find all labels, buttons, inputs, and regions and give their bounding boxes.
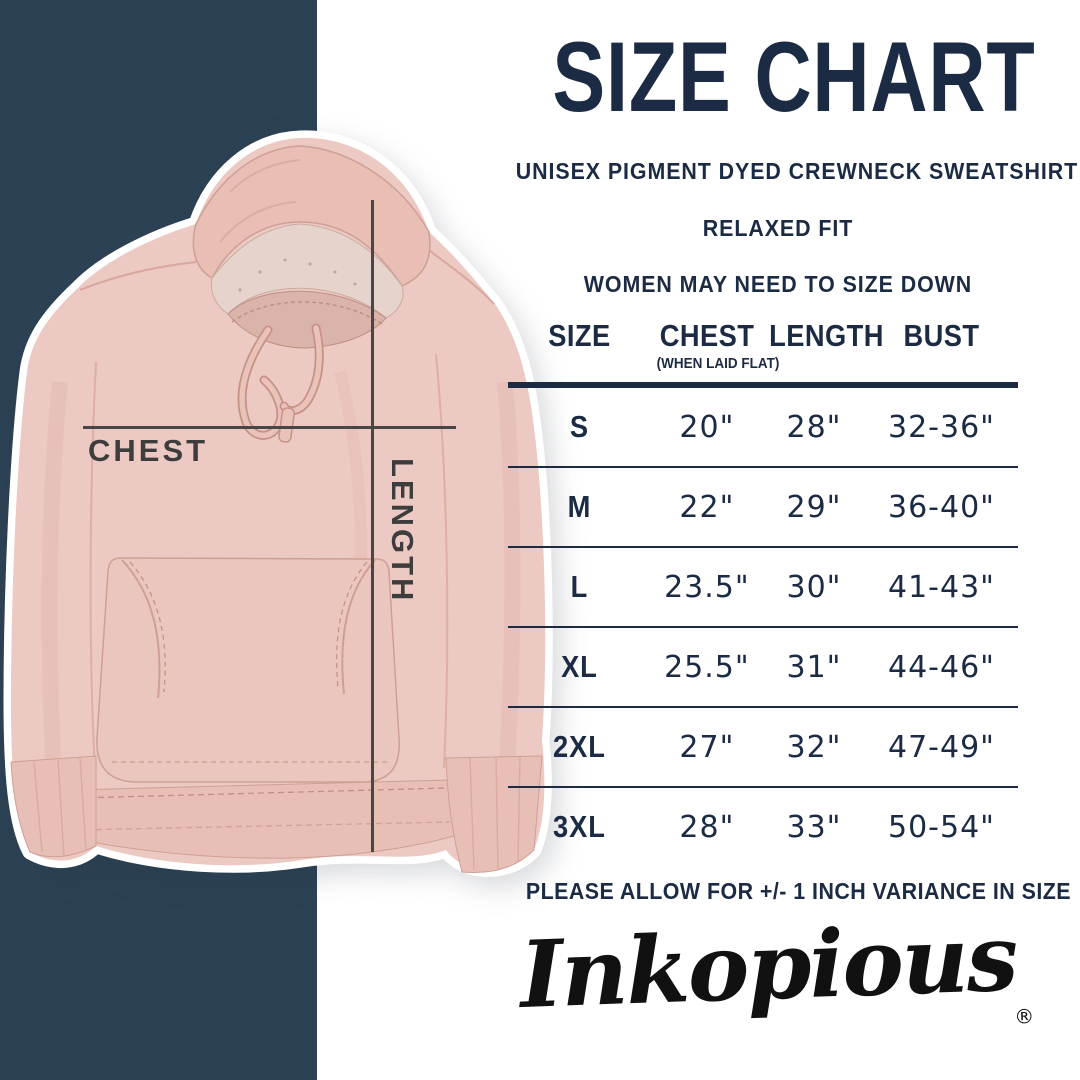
table-row: L 23.5" 30" 41-43" bbox=[508, 546, 1018, 626]
cell-bust: 41-43" bbox=[887, 569, 995, 605]
cell-bust: 50-54" bbox=[887, 809, 995, 845]
subtitle-product: UNISEX PIGMENT DYED CREWNECK SWEATSHIRT bbox=[515, 158, 1079, 184]
left-sleeve-shading bbox=[41, 381, 68, 803]
page-title: SIZE CHART bbox=[552, 21, 1036, 132]
cell-size: S bbox=[569, 409, 589, 444]
left-sleeve-seam bbox=[89, 361, 97, 771]
header-block: SIZE CHART UNISEX PIGMENT DYED CREWNECK … bbox=[496, 0, 1079, 298]
chest-label: CHEST bbox=[88, 433, 209, 468]
table-row: S 20" 28" 32-36" bbox=[508, 388, 1018, 466]
table-row: 2XL 27" 32" 47-49" bbox=[508, 706, 1018, 786]
table-row: M 22" 29" 36-40" bbox=[508, 466, 1018, 546]
pocket-stitch-left bbox=[129, 561, 166, 693]
left-cuff bbox=[10, 755, 97, 858]
cell-chest: 28" bbox=[679, 809, 735, 845]
cell-size: 3XL bbox=[553, 809, 606, 844]
registered-trademark-icon: ® bbox=[1013, 1004, 1035, 1029]
hem-stitching bbox=[75, 821, 451, 831]
cell-bust: 32-36" bbox=[887, 409, 995, 445]
cell-length: 30" bbox=[786, 569, 842, 605]
cell-chest: 25.5" bbox=[664, 649, 750, 685]
cell-length: 29" bbox=[786, 489, 842, 525]
drawstrings bbox=[237, 323, 324, 443]
size-table: SIZE CHEST (WHEN LAID FLAT) LENGTH BUST … bbox=[508, 318, 1072, 905]
cell-length: 32" bbox=[786, 729, 842, 765]
right-cuff-ribbing bbox=[469, 756, 521, 871]
collar-stitching bbox=[231, 301, 383, 325]
cell-length: 33" bbox=[786, 809, 842, 845]
left-shoulder-seam bbox=[79, 261, 197, 291]
brand-logo-row: Inkopious® bbox=[496, 904, 1060, 1029]
header-label-chest: CHEST bbox=[659, 318, 755, 353]
hoodie-photo bbox=[0, 122, 556, 884]
left-cuff-ribbing bbox=[33, 757, 87, 857]
length-label: LENGTH bbox=[385, 458, 420, 604]
chest-measure-line bbox=[83, 426, 456, 429]
header-label-size: SIZE bbox=[548, 318, 611, 353]
hoodie-illustration bbox=[3, 130, 553, 877]
subtitle-fit: RELAXED FIT bbox=[702, 215, 854, 241]
hem-stitching bbox=[77, 787, 449, 799]
kangaroo-pocket bbox=[96, 557, 400, 783]
hem-band bbox=[69, 779, 455, 859]
cell-chest: 22" bbox=[679, 489, 735, 525]
hood-fold bbox=[219, 201, 297, 243]
table-row: XL 25.5" 31" 44-46" bbox=[508, 626, 1018, 706]
hood-fold bbox=[229, 159, 301, 193]
table-row: 3XL 28" 33" 50-54" bbox=[508, 786, 1018, 866]
chest-note: (WHEN LAID FLAT) bbox=[656, 355, 780, 372]
subtitle-sizing-advice: WOMEN MAY NEED TO SIZE DOWN bbox=[583, 271, 973, 297]
cell-length: 31" bbox=[786, 649, 842, 685]
header-cell-chest: CHEST (WHEN LAID FLAT) bbox=[651, 318, 780, 372]
header-cell-bust: BUST bbox=[865, 318, 1018, 354]
cell-size: XL bbox=[561, 649, 598, 684]
brand-logo: Inkopious® bbox=[518, 903, 1038, 1029]
pocket-opening-right bbox=[341, 559, 376, 695]
cell-bust: 44-46" bbox=[887, 649, 995, 685]
right-shoulder-seam bbox=[428, 249, 495, 305]
cell-bust: 36-40" bbox=[887, 489, 995, 525]
pocket-opening-left bbox=[121, 559, 161, 699]
header-cell-size: SIZE bbox=[508, 318, 651, 354]
right-sleeve-shading bbox=[496, 381, 521, 813]
header-label-length: LENGTH bbox=[769, 318, 884, 353]
brand-logo-text: Inkopious bbox=[518, 903, 1018, 1029]
pocket-stitch-right bbox=[336, 561, 368, 689]
cell-chest: 20" bbox=[679, 409, 735, 445]
right-sleeve-seam bbox=[435, 353, 449, 769]
cell-bust: 47-49" bbox=[887, 729, 995, 765]
length-measure-line bbox=[371, 200, 374, 852]
cell-size: L bbox=[570, 569, 589, 604]
header-cell-length: LENGTH bbox=[763, 318, 884, 354]
table-header-row: SIZE CHEST (WHEN LAID FLAT) LENGTH BUST bbox=[508, 318, 1018, 388]
cell-size: 2XL bbox=[553, 729, 606, 764]
cell-chest: 23.5" bbox=[664, 569, 750, 605]
variance-footnote: PLEASE ALLOW FOR +/- 1 INCH VARIANCE IN … bbox=[525, 878, 1072, 904]
collar-heather-speckles bbox=[238, 258, 357, 292]
header-label-bust: BUST bbox=[903, 318, 980, 353]
cell-size: M bbox=[567, 489, 592, 524]
cell-length: 28" bbox=[786, 409, 842, 445]
cell-chest: 27" bbox=[679, 729, 735, 765]
